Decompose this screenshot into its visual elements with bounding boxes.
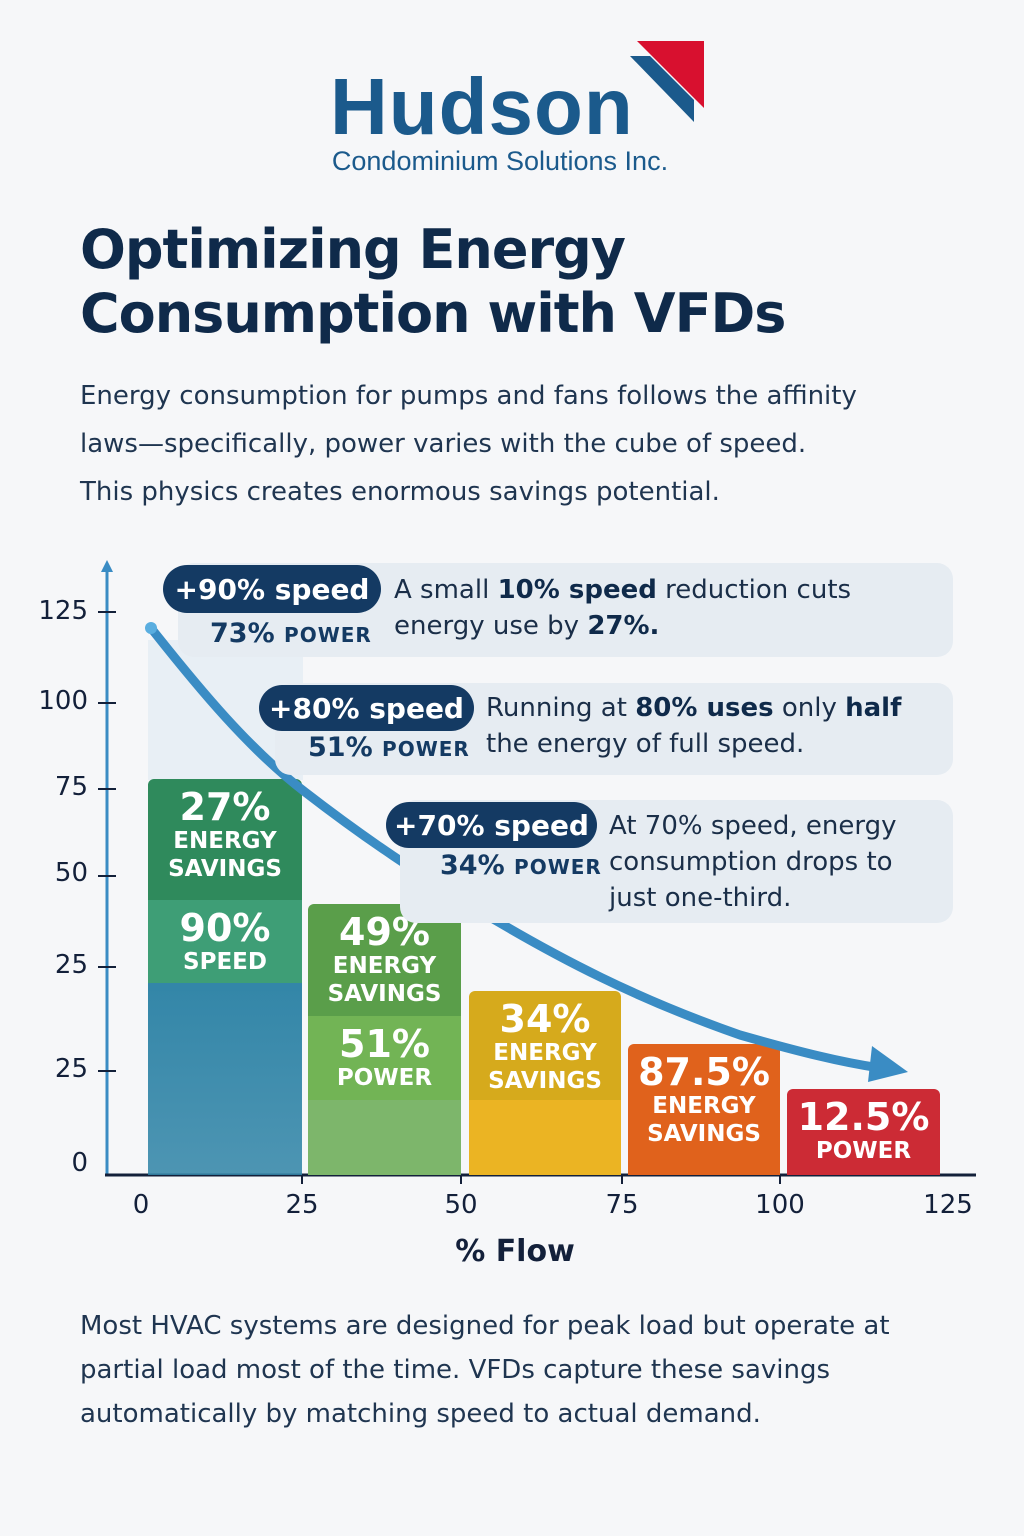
power-unit: POWER xyxy=(514,855,602,879)
y-tick-label: 25 xyxy=(54,950,88,980)
bar-caption-label: POWER xyxy=(336,1065,433,1091)
bar-value-label: 51% xyxy=(339,1022,430,1066)
x-tick-label: 25 xyxy=(285,1190,319,1220)
bar-value-label: 12.5% xyxy=(797,1095,930,1139)
y-tick-label: 0 xyxy=(71,1148,88,1178)
bar-caption-label: ENERGY xyxy=(173,828,277,854)
callout-text: Running at 80% uses only half the energy … xyxy=(486,690,901,762)
bar-caption-label: ENERGY xyxy=(652,1093,756,1119)
y-tick-label: 50 xyxy=(54,858,88,888)
bar-caption-label: SAVINGS xyxy=(168,856,282,882)
page-title: Optimizing Energy Consumption with VFDs xyxy=(80,218,786,345)
power-value: 34% xyxy=(440,850,505,881)
callout-text-line: just one-third. xyxy=(609,880,897,916)
callout-text-line: At 70% speed, energy xyxy=(609,808,897,844)
y-axis-arrow-icon xyxy=(101,560,113,572)
bar-caption-label: SAVINGS xyxy=(327,981,442,1007)
bar-segment: 87.5% ENERGY SAVINGS xyxy=(628,1044,780,1175)
bar-segment: 51% POWER xyxy=(308,1016,461,1108)
y-tick-label: 125 xyxy=(38,596,88,626)
callout-text-segment: just one-third. xyxy=(609,883,792,913)
bar-value-label: 34% xyxy=(499,997,591,1041)
x-tick-label: 50 xyxy=(444,1190,478,1220)
chart-bar: 34% ENERGY SAVINGS xyxy=(469,991,621,1175)
callout-text-segment: reduction cuts xyxy=(656,575,852,605)
y-tick-label: 75 xyxy=(54,772,88,802)
y-tick-label: 25 xyxy=(54,1054,88,1084)
speed-badge: +80% speed xyxy=(259,685,474,731)
callout-text-segment: Running at xyxy=(486,693,636,723)
bar-caption-label: ENERGY xyxy=(332,953,437,979)
outro-line: automatically by matching speed to actua… xyxy=(80,1399,761,1429)
x-tick-marks xyxy=(301,1175,781,1184)
chart-bar: 12.5% POWER xyxy=(787,1089,940,1175)
bar-caption-label: SPEED xyxy=(183,949,267,975)
callout-text-segment: A small xyxy=(394,575,498,605)
y-tick-label: 100 xyxy=(38,686,88,716)
speed-badge: +90% speed xyxy=(163,565,381,613)
bar-segment xyxy=(148,983,302,1175)
logo-subtitle: Condominium Solutions Inc. xyxy=(331,146,669,176)
outro-paragraph: Most HVAC systems are designed for peak … xyxy=(80,1304,960,1436)
power-label: 51% POWER xyxy=(308,732,470,763)
x-axis-label: % Flow xyxy=(455,1234,575,1269)
power-label: 73% POWER xyxy=(210,618,372,649)
bar-value-label: 27% xyxy=(179,785,271,829)
intro-paragraph: Energy consumption for pumps and fans fo… xyxy=(80,372,960,516)
chart-bar: 87.5% ENERGY SAVINGS xyxy=(628,1044,780,1175)
callout-text-line: Running at 80% uses only half xyxy=(486,690,901,726)
callout-text-segment: 80% uses xyxy=(635,693,774,723)
callout-text-segment: 27%. xyxy=(587,611,660,641)
y-tick-marks xyxy=(98,611,116,1072)
outro-line: Most HVAC systems are designed for peak … xyxy=(80,1311,890,1341)
callout-text-segment: At 70% speed, energy xyxy=(609,811,897,841)
x-tick-label: 125 xyxy=(923,1190,973,1220)
callout-text-line: energy use by 27%. xyxy=(394,608,851,644)
bar-segment: 12.5% POWER xyxy=(787,1089,940,1175)
callout-text-line: consumption drops to xyxy=(609,844,897,880)
power-value: 73% xyxy=(210,618,275,649)
callout-text-line: A small 10% speed reduction cuts xyxy=(394,572,851,608)
bar-segment: 34% ENERGY SAVINGS xyxy=(469,991,621,1108)
speed-badge: +70% speed xyxy=(386,802,597,848)
power-label: 34% POWER xyxy=(440,850,602,881)
power-unit: POWER xyxy=(382,737,470,761)
callout-text: At 70% speed, energy consumption drops to… xyxy=(609,808,897,916)
intro-line: Energy consumption for pumps and fans fo… xyxy=(80,381,857,411)
bar-caption-label: POWER xyxy=(815,1138,912,1164)
bar-caption-label: ENERGY xyxy=(493,1040,597,1066)
bar-caption-label: SAVINGS xyxy=(647,1121,761,1147)
x-tick-label: 0 xyxy=(132,1190,150,1220)
x-tick-label: 75 xyxy=(605,1190,639,1220)
callout-text-line: the energy of full speed. xyxy=(486,726,901,762)
power-value: 51% xyxy=(308,732,373,763)
bar-value-label: 90% xyxy=(179,906,271,950)
bar-segment xyxy=(308,1100,461,1175)
callout-text-segment: the energy of full speed. xyxy=(486,729,805,759)
logo-wordmark: Hudson xyxy=(330,62,634,151)
chart-bar: 27% ENERGY SAVINGS 90% SPEED xyxy=(148,779,302,1175)
bar-segment: 90% SPEED xyxy=(148,900,302,991)
intro-line: This physics creates enormous savings po… xyxy=(80,477,720,507)
outro-line: partial load most of the time. VFDs capt… xyxy=(80,1355,831,1385)
bar-segment xyxy=(469,1100,621,1175)
power-unit: POWER xyxy=(284,623,372,647)
chart-bar: 49% ENERGY SAVINGS 51% POWER xyxy=(308,904,461,1175)
callout-text-segment: half xyxy=(845,693,902,723)
intro-line: laws—specifically, power varies with the… xyxy=(80,429,807,459)
bar-segment: 27% ENERGY SAVINGS xyxy=(148,779,302,908)
x-tick-label: 100 xyxy=(755,1190,805,1220)
bar-value-label: 87.5% xyxy=(638,1050,770,1094)
logo-mark-icon xyxy=(630,41,704,122)
callout-text-segment: consumption drops to xyxy=(609,847,893,877)
callout-text-segment: 10% speed xyxy=(497,575,657,605)
callout-text-segment: only xyxy=(773,693,846,723)
bar-caption-label: SAVINGS xyxy=(488,1068,602,1094)
callout-text-segment: energy use by xyxy=(394,611,588,641)
callout-text: A small 10% speed reduction cuts energy u… xyxy=(394,572,851,644)
